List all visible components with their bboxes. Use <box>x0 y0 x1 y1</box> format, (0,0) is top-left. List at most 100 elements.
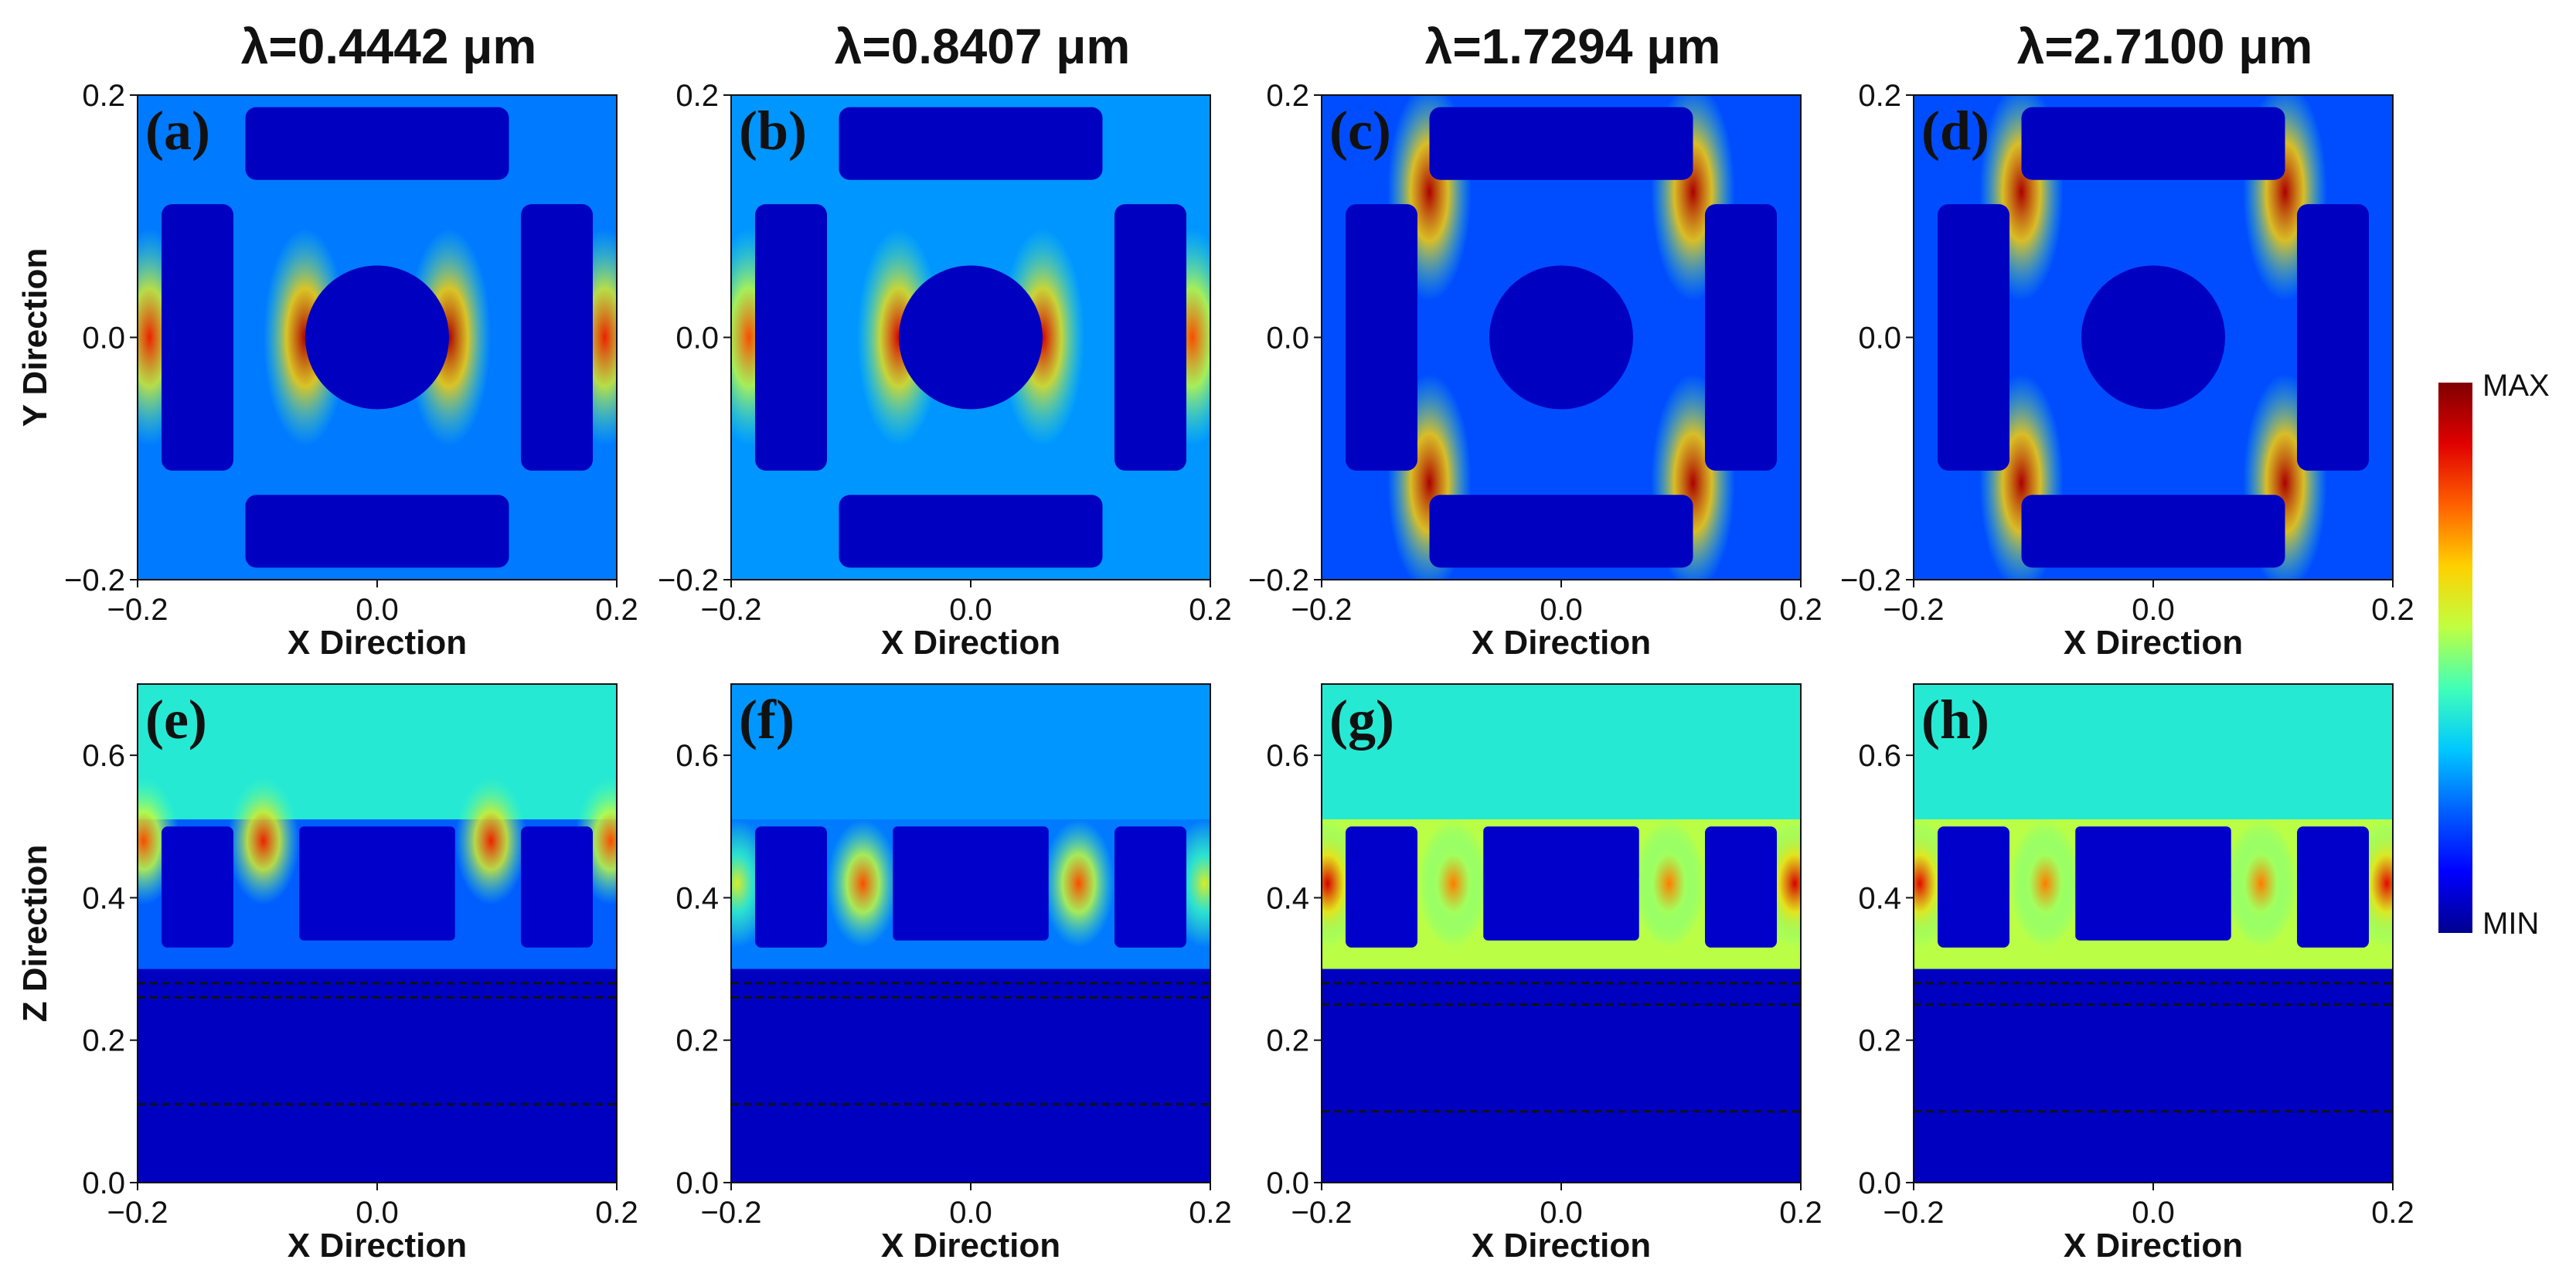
center-disk-structure <box>305 265 449 410</box>
right-bar-structure <box>2297 204 2369 471</box>
x-tick-label: 0.2 <box>1779 1196 1822 1230</box>
y-tick-label: −0.2 <box>64 563 125 597</box>
hotspot <box>1417 819 1489 948</box>
center-disk-structure <box>2081 265 2225 410</box>
column-title: λ=1.7294 μm <box>1425 19 1721 74</box>
x-tick-label: −0.2 <box>1884 593 1945 627</box>
center-cross-section <box>299 876 455 941</box>
side-bar-cross-section <box>1938 826 2009 948</box>
y-tick-label: −0.2 <box>1840 563 1901 597</box>
column-title: λ=0.8407 μm <box>835 19 1131 74</box>
x-axis-label: X Direction <box>288 624 467 662</box>
right-bar-structure <box>1705 204 1777 471</box>
x-tick-label: 0.2 <box>1779 593 1822 627</box>
y-tick-label: 0.6 <box>675 739 719 773</box>
side-bar-cross-section <box>755 826 827 948</box>
colorbar-max-label: MAX <box>2482 369 2550 403</box>
hotspot <box>1043 819 1114 948</box>
x-tick-label: 0.2 <box>2371 593 2414 627</box>
panel-letter-label: (b) <box>739 100 807 162</box>
field-substrate <box>138 969 617 1183</box>
x-tick-label: 0.2 <box>1189 1196 1232 1230</box>
x-tick-label: −0.2 <box>107 1196 168 1230</box>
x-tick-label: 0.0 <box>949 593 992 627</box>
top-bar-cross-section <box>893 826 1049 883</box>
y-tick-label: 0.4 <box>675 881 719 915</box>
panel-letter-label: (g) <box>1329 689 1394 751</box>
y-axis-label: Y Direction <box>16 248 54 427</box>
hotspot <box>2225 819 2297 948</box>
x-tick-label: 0.0 <box>356 593 399 627</box>
y-tick-label: 0.6 <box>82 739 125 773</box>
y-tick-label: 0.2 <box>1266 1024 1309 1058</box>
panel-d: −0.2 0.0 0.2 −0.2 0.0 0.2 X Direction (d) λ=2.71… <box>1840 19 2414 662</box>
x-tick-label: −0.2 <box>1291 593 1353 627</box>
y-tick-label: 0.0 <box>675 322 719 356</box>
x-tick-label: 0.2 <box>595 1196 638 1230</box>
top-bar-structure <box>839 107 1103 180</box>
top-bar-cross-section <box>2075 826 2231 883</box>
side-bar-cross-section <box>1705 826 1777 948</box>
field-map <box>1322 684 1801 1183</box>
y-tick-label: 0.2 <box>1266 79 1309 113</box>
panel-a: −0.2 0.0 0.2 −0.2 0.0 0.2 X Direction Y Directi… <box>16 19 638 662</box>
top-bar-structure <box>1429 107 1693 180</box>
x-tick-label: −0.2 <box>107 593 168 627</box>
panel-g: −0.2 0.0 0.20.00.20.40.6X Direction(g) <box>1266 683 1822 1265</box>
panel-letter-label: (f) <box>739 689 795 751</box>
x-axis-label: X Direction <box>1472 1227 1651 1265</box>
field-map <box>1914 684 2393 1183</box>
y-tick-label: 0.6 <box>1858 739 1901 773</box>
panel-c: −0.2 0.0 0.2 −0.2 0.0 0.2 X Direction (c) λ=1.72… <box>1248 19 1822 662</box>
y-tick-label: 0.2 <box>1858 1024 1901 1058</box>
y-tick-label: 0.4 <box>1266 881 1309 915</box>
side-bar-cross-section <box>1346 826 1417 948</box>
top-bar-cross-section <box>299 826 455 883</box>
y-tick-label: −0.2 <box>1248 563 1309 597</box>
field-map <box>138 684 617 1183</box>
left-bar-structure <box>755 204 827 471</box>
top-bar-structure <box>245 107 509 180</box>
y-tick-label: 0.2 <box>82 1024 125 1058</box>
y-tick-label: 0.2 <box>675 1024 719 1058</box>
right-bar-structure <box>521 204 593 471</box>
x-tick-label: 0.0 <box>356 1196 399 1230</box>
y-tick-label: 0.2 <box>675 79 719 113</box>
x-tick-label: 0.2 <box>2371 1196 2414 1230</box>
hotspot <box>454 776 527 905</box>
center-disk-structure <box>1489 265 1633 410</box>
center-disk-structure <box>899 265 1043 410</box>
panel-letter-label: (a) <box>145 100 210 162</box>
hotspot <box>227 776 300 905</box>
center-cross-section <box>2075 876 2231 941</box>
side-bar-cross-section <box>521 826 593 948</box>
x-tick-label: −0.2 <box>1291 1196 1353 1230</box>
y-tick-label: 0.0 <box>675 1166 719 1200</box>
colorbar: MAX MIN <box>2438 369 2550 941</box>
x-tick-label: 0.0 <box>2132 593 2175 627</box>
colorbar-gradient <box>2438 383 2472 933</box>
left-bar-structure <box>1346 204 1417 471</box>
panel-f: −0.2 0.0 0.20.00.20.40.6X Direction(f) <box>675 683 1232 1265</box>
hotspot <box>827 819 899 948</box>
field-map <box>1322 95 1801 580</box>
x-axis-label: X Direction <box>1472 624 1651 662</box>
panel-b: −0.2 0.0 0.2 −0.2 0.0 0.2 X Direction (b) λ=0.84… <box>658 19 1232 662</box>
x-tick-label: 0.2 <box>1189 593 1232 627</box>
x-tick-label: 0.0 <box>949 1196 992 1230</box>
side-bar-cross-section <box>162 826 233 948</box>
x-tick-label: −0.2 <box>701 593 762 627</box>
colorbar-min-label: MIN <box>2482 907 2539 941</box>
top-bar-cross-section <box>1483 826 1639 883</box>
panel-letter-label: (d) <box>1921 100 1989 162</box>
x-tick-label: 0.2 <box>595 593 638 627</box>
y-tick-label: 0.6 <box>1266 739 1309 773</box>
left-bar-structure <box>162 204 233 471</box>
side-bar-cross-section <box>1114 826 1186 948</box>
left-bar-structure <box>1938 204 2009 471</box>
x-axis-label: X Direction <box>881 1227 1060 1265</box>
center-cross-section <box>1483 876 1639 941</box>
y-tick-label: 0.0 <box>1266 1166 1309 1200</box>
